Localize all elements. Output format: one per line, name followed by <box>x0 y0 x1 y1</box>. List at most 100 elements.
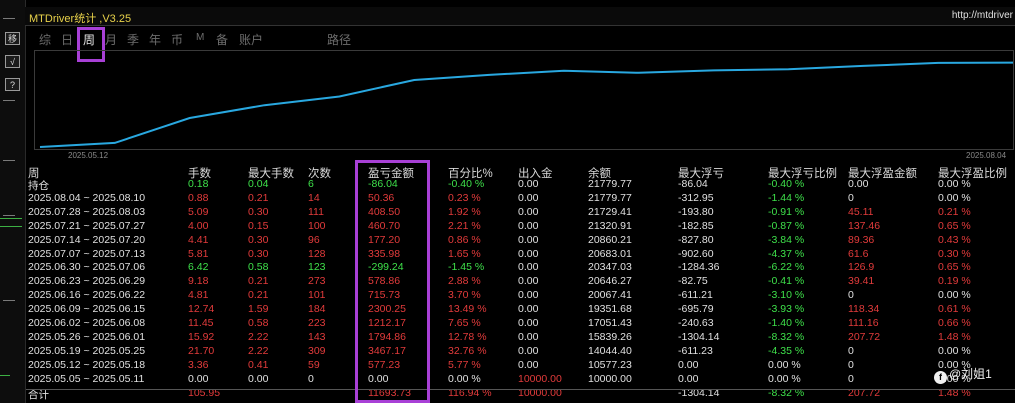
table-cell: 12.78 % <box>448 330 487 343</box>
table-row[interactable]: 2025.06.02 ~ 2025.06.08 11.45 0.58 223 1212.… <box>28 317 1015 331</box>
check-button[interactable]: √ <box>5 55 20 68</box>
table-cell: -4.37 % <box>768 247 805 260</box>
table-cell: 0.00 % <box>938 191 971 204</box>
table-cell: 6 <box>308 178 314 190</box>
column-header[interactable]: 最大手数 <box>248 168 294 180</box>
tick-mark <box>3 160 15 161</box>
table-cell: 1.48 % <box>938 330 971 343</box>
table-cell: 0.00 <box>518 330 539 343</box>
table-cell: 0.41 <box>248 358 269 371</box>
table-cell: 20683.01 <box>588 247 632 260</box>
tab-year[interactable]: 年 <box>149 33 162 47</box>
table-row[interactable]: 2025.06.30 ~ 2025.07.06 6.42 0.58 123 -299.2… <box>28 261 1015 275</box>
table-cell: 合计 <box>28 388 49 401</box>
table-cell: 2025.06.30 ~ 2025.07.06 <box>28 261 146 274</box>
table-cell: 2025.07.14 ~ 2025.07.20 <box>28 233 146 246</box>
table-header: 周 手数 最大手数 次数 盈亏金额 百分比% 出入金 余额 最大浮亏 最大浮亏比例 最大浮盈金额 最大… <box>28 165 1015 180</box>
table-row[interactable]: 2025.05.12 ~ 2025.05.18 3.36 0.41 59 577.23 5… <box>28 359 1015 373</box>
table-cell: 1.65 % <box>448 247 481 260</box>
column-header[interactable]: 最大浮亏比例 <box>768 168 837 180</box>
tick-mark <box>3 300 15 301</box>
table-cell: 0.04 <box>248 178 269 190</box>
column-header[interactable]: 次数 <box>308 168 331 180</box>
equity-series-line <box>39 61 1014 148</box>
table-cell: 0.88 <box>188 191 209 204</box>
table-row[interactable]: 2025.08.04 ~ 2025.08.10 0.88 0.21 14 50.36 0.… <box>28 192 1015 206</box>
help-button[interactable]: ? <box>5 78 20 91</box>
table-row[interactable]: 2025.07.21 ~ 2025.07.27 4.00 0.15 100 460.70… <box>28 220 1015 234</box>
table-cell: 0.00 <box>518 233 539 246</box>
column-header[interactable]: 盈亏金额 <box>368 168 414 180</box>
table-cell: 20860.21 <box>588 233 632 246</box>
column-header[interactable]: 周 <box>28 168 40 180</box>
table-cell: 6.42 <box>188 261 209 274</box>
move-button[interactable]: 移 <box>5 32 20 45</box>
table-cell: 577.23 <box>368 358 401 371</box>
table-row[interactable]: 2025.06.16 ~ 2025.06.22 4.81 0.21 101 715.73… <box>28 289 1015 303</box>
table-cell: 2025.05.26 ~ 2025.06.01 <box>28 330 146 343</box>
table-row[interactable]: 2025.07.14 ~ 2025.07.20 4.41 0.30 96 177.20 0… <box>28 234 1015 248</box>
table-cell: 15839.26 <box>588 330 632 343</box>
table-cell: 2025.06.23 ~ 2025.06.29 <box>28 275 146 288</box>
table-cell: 0 <box>308 372 314 385</box>
column-header[interactable]: 最大浮盈比例 <box>938 168 1007 180</box>
tab-week[interactable]: 周 <box>83 33 96 47</box>
table-cell: 111.16 <box>848 317 879 329</box>
app-url[interactable]: http://mtdriver <box>951 10 1013 21</box>
table-cell: 0 <box>848 289 854 302</box>
tab-month[interactable]: 月 <box>105 33 118 47</box>
table-cell: -182.85 <box>678 219 714 232</box>
table-cell: 101 <box>308 289 326 302</box>
table-cell: 4.41 <box>188 233 209 246</box>
table-cell: 0.58 <box>248 317 269 329</box>
column-header[interactable]: 出入金 <box>518 168 553 180</box>
table-cell: 2025.06.02 ~ 2025.06.08 <box>28 317 146 329</box>
column-header[interactable]: 最大浮亏 <box>678 168 724 180</box>
column-header[interactable]: 余额 <box>588 168 611 180</box>
tab-summary[interactable]: 综 <box>39 33 52 47</box>
tab-day[interactable]: 日 <box>61 33 74 47</box>
column-header[interactable]: 手数 <box>188 168 211 180</box>
table-cell: 1.92 % <box>448 205 481 218</box>
equity-chart-svg <box>39 61 1014 148</box>
tick-mark <box>3 100 15 101</box>
tab-currency[interactable]: 币 <box>171 33 184 47</box>
table-cell: 11.45 <box>188 317 214 329</box>
column-header[interactable]: 百分比% <box>448 168 493 180</box>
table-cell: 0.66 % <box>938 317 971 329</box>
tab-magic[interactable]: M <box>196 32 205 43</box>
table-row[interactable]: 2025.05.19 ~ 2025.05.25 21.70 2.22 309 3467.… <box>28 345 1015 359</box>
table-cell: -82.75 <box>678 275 708 288</box>
table-cell: 0 <box>848 191 854 204</box>
tab-path[interactable]: 路径 <box>327 33 352 47</box>
table-cell: 10000.00 <box>518 372 562 385</box>
table-cell: -0.87 % <box>768 219 805 232</box>
table-cell: 5.81 <box>188 247 209 260</box>
tab-account[interactable]: 账户 <box>239 33 264 47</box>
table-cell: 32.76 % <box>448 344 487 357</box>
table-cell: 0.00 <box>518 344 539 357</box>
tab-note[interactable]: 备 <box>216 33 229 47</box>
table-row[interactable]: 2025.05.26 ~ 2025.06.01 15.92 2.22 143 1794.… <box>28 331 1015 345</box>
table-cell: -1284.36 <box>678 261 720 274</box>
indicator-line <box>0 375 10 376</box>
tab-quarter[interactable]: 季 <box>127 33 140 47</box>
table-cell: 2025.07.07 ~ 2025.07.13 <box>28 247 146 260</box>
table-row[interactable]: 2025.06.23 ~ 2025.06.29 9.18 0.21 273 578.86… <box>28 275 1015 289</box>
table-cell: 2.22 <box>248 344 269 357</box>
table-cell: 177.20 <box>368 233 401 246</box>
table-row[interactable]: 2025.07.28 ~ 2025.08.03 5.09 0.30 111 408.50… <box>28 206 1015 220</box>
table-cell: 715.73 <box>368 289 401 302</box>
table-row[interactable]: 2025.07.07 ~ 2025.07.13 5.81 0.30 128 335.98… <box>28 248 1015 262</box>
title-bar: MTDriver统计 ,V3.25 http://mtdriver <box>25 7 1015 26</box>
table-cell: 5.77 % <box>448 358 481 371</box>
table-cell: 45.11 <box>848 205 874 218</box>
table-cell: 0.65 % <box>938 219 971 232</box>
table-cell: 20067.41 <box>588 289 632 302</box>
table-row[interactable]: 持仓 0.18 0.04 6 -86.04 -0.40 % 0.00 21779.77 -86.… <box>28 178 1015 192</box>
table-cell: 0.00 % <box>938 344 971 357</box>
column-header[interactable]: 最大浮盈金额 <box>848 168 917 180</box>
table-row[interactable]: 2025.05.05 ~ 2025.05.11 0.00 0.00 0 0.00 0.00… <box>28 373 1015 387</box>
tick-mark <box>3 18 15 19</box>
table-row[interactable]: 2025.06.09 ~ 2025.06.15 12.74 1.59 184 2300.… <box>28 303 1015 317</box>
